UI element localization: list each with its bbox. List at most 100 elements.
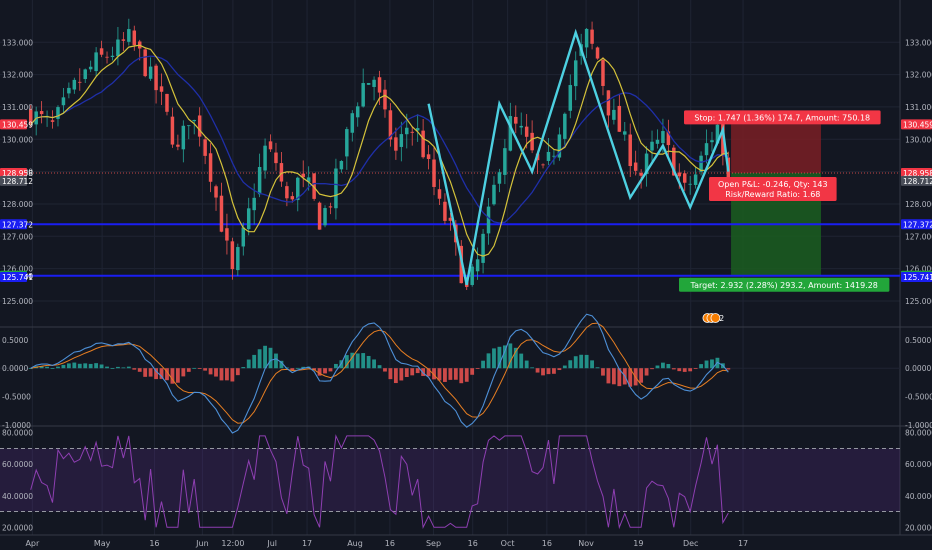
- price-tag[interactable]: [901, 167, 932, 178]
- stop-zone[interactable]: [731, 124, 821, 173]
- axis-tick-label: 127.000: [2, 232, 33, 241]
- candle: [323, 208, 327, 226]
- axis-tick-label: 0.5000: [2, 336, 28, 345]
- candle: [682, 173, 687, 183]
- candle: [127, 29, 131, 42]
- price-tag[interactable]: [0, 175, 27, 186]
- candle: [639, 172, 643, 176]
- candle: [421, 130, 425, 158]
- candle: [497, 172, 502, 184]
- macd-histogram-bar: [639, 368, 644, 383]
- candle: [28, 109, 33, 125]
- macd-histogram-bar: [666, 363, 671, 369]
- price-tag[interactable]: [901, 219, 932, 230]
- candle: [666, 131, 671, 146]
- candle: [394, 137, 398, 151]
- macd-histogram-bar: [437, 368, 442, 381]
- macd-histogram-bar: [617, 368, 622, 387]
- time-axis-label: Sep: [426, 539, 441, 548]
- candle: [252, 197, 256, 211]
- macd-histogram-bar: [94, 363, 99, 369]
- candle: [257, 167, 262, 195]
- macd-histogram-bar: [208, 368, 213, 375]
- axis-tick-label: 0.0000: [905, 364, 931, 373]
- macd-histogram-bar: [682, 368, 687, 372]
- macd-histogram-bar: [464, 368, 469, 382]
- macd-signal-line: [30, 322, 729, 424]
- macd-histogram-bar: [317, 368, 322, 376]
- candle: [203, 139, 207, 156]
- macd-histogram-bar: [377, 365, 382, 369]
- macd-histogram-bar: [481, 360, 485, 369]
- macd-histogram-bar: [611, 368, 616, 385]
- price-tag[interactable]: [0, 119, 27, 130]
- macd-histogram-bar: [590, 360, 594, 369]
- macd-histogram-bar: [181, 368, 186, 377]
- candle: [415, 128, 420, 131]
- zigzag-pattern[interactable]: [427, 28, 730, 286]
- axis-tick-label: 60.0000: [905, 460, 932, 469]
- stop-label[interactable]: [684, 110, 881, 125]
- macd-histogram-bar: [568, 360, 573, 369]
- price-tag[interactable]: [901, 119, 932, 130]
- candle: [121, 39, 126, 41]
- macd-histogram-bar: [257, 349, 262, 369]
- macd-histogram-bar: [562, 365, 567, 369]
- candle: [197, 115, 202, 137]
- candle: [301, 173, 305, 178]
- event-badge-icon[interactable]: [710, 313, 721, 323]
- candle: [715, 124, 720, 144]
- price-panel[interactable]: [0, 18, 900, 290]
- price-tag[interactable]: [901, 272, 932, 283]
- macd-histogram-bar: [121, 367, 126, 369]
- candle: [426, 154, 431, 159]
- macd-histogram-bar: [513, 347, 518, 369]
- candle: [263, 145, 267, 171]
- macd-histogram-bar: [410, 368, 415, 376]
- target-label-text: Target: 2.932 (2.28%) 293.2, Amount: 141…: [690, 281, 878, 290]
- candle: [644, 153, 649, 175]
- rsi-band: [0, 448, 900, 512]
- price-tag[interactable]: [901, 175, 932, 186]
- candle: [470, 266, 474, 285]
- macd-histogram-bar: [671, 368, 676, 370]
- macd-panel[interactable]: [0, 313, 900, 434]
- macd-histogram-bar: [502, 345, 507, 369]
- open-pl-label[interactable]: [709, 176, 837, 201]
- macd-histogram-bar: [393, 368, 398, 384]
- position-overlay[interactable]: Stop: 1.747 (1.36%) 174.7, Amount: 750.1…: [679, 110, 890, 323]
- macd-histogram-bar: [219, 368, 224, 381]
- price-tag[interactable]: [0, 272, 27, 283]
- macd-histogram-bar: [132, 368, 137, 370]
- axis-tick-label: 126.000: [905, 265, 932, 274]
- candle: [595, 47, 600, 59]
- candle: [443, 201, 447, 221]
- macd-histogram-bar: [404, 368, 409, 378]
- candle: [655, 139, 660, 144]
- time-axis-label: Jun: [195, 539, 209, 548]
- candle: [590, 29, 594, 44]
- rsi-line: [30, 434, 729, 530]
- rsi-panel[interactable]: [0, 434, 900, 530]
- price-tag-label: 128.958: [2, 169, 33, 178]
- candle: [78, 81, 82, 83]
- candle: [83, 69, 87, 80]
- target-label[interactable]: [679, 277, 890, 292]
- macd-histogram-bar: [366, 355, 371, 369]
- candle: [557, 134, 562, 158]
- price-tag[interactable]: [0, 219, 27, 230]
- macd-histogram-bar: [137, 368, 142, 372]
- event-badge-count: 2: [719, 314, 724, 323]
- axis-tick-label: -1.0000: [2, 421, 31, 430]
- price-tag[interactable]: [0, 167, 27, 178]
- candle: [437, 189, 442, 199]
- candle: [650, 141, 654, 151]
- candle: [492, 184, 496, 205]
- axis-tick-label: 20.0000: [2, 523, 33, 532]
- axis-tick-label: 40.0000: [2, 492, 33, 501]
- candle: [633, 162, 638, 171]
- macd-histogram-bar: [252, 354, 257, 369]
- candle: [192, 120, 196, 122]
- price-tag-label: 127.372: [2, 220, 33, 229]
